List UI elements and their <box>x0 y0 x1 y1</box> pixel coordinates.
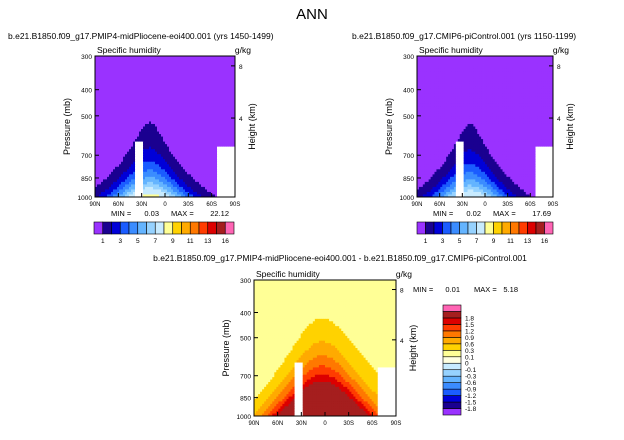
x-tick-label: 60S <box>206 202 217 208</box>
units-label: g/kg <box>235 45 251 55</box>
y-tick-label: 400 <box>81 88 92 95</box>
colorbar-label: 9 <box>171 238 175 245</box>
panel-title: b.e21.B1850.f09_g17.PMIP4-midPliocene-eo… <box>8 31 274 41</box>
x-tick-label: 90N <box>89 202 100 208</box>
max-label: MAX = <box>171 209 194 218</box>
colorbar-box <box>217 222 226 234</box>
colorbar-label: 13 <box>204 238 212 245</box>
panel-title: b.e21.B1850.f09_g17.CMIP6-piControl.001 … <box>352 31 576 41</box>
colorbar-box <box>138 222 147 234</box>
max-value: 22.12 <box>210 209 229 218</box>
height-axis-label: Height (km) <box>247 103 257 150</box>
colorbar-box <box>147 222 156 234</box>
colorbar-box <box>164 222 173 234</box>
x-tick-label: 60N <box>113 202 124 208</box>
colorbar-box <box>120 222 129 234</box>
colorbar-box <box>199 222 208 234</box>
y-tick-label: 1000 <box>78 195 93 202</box>
colorbar-label: 16 <box>222 238 230 245</box>
colorbar-box <box>155 222 164 234</box>
x-tick-label: 90S <box>230 202 241 208</box>
y-axis-label: Pressure (mb) <box>62 98 72 155</box>
x-tick-label: 0 <box>163 202 167 208</box>
min-label: MIN = <box>111 209 132 218</box>
colorbar-box <box>173 222 182 234</box>
x-tick-label: 30N <box>136 202 147 208</box>
panel-pliocene: b.e21.B1850.f09_g17.PMIP4-midPliocene-eo… <box>8 31 274 245</box>
colorbar-box <box>190 222 199 234</box>
height-tick-label: 4 <box>239 116 243 123</box>
colorbar-label: 1 <box>101 238 105 245</box>
heatmap-cells <box>417 56 553 197</box>
y-tick-label: 300 <box>81 54 92 61</box>
colorbar-box <box>103 222 112 234</box>
panel-picontrol: b.e21.B1850.f09_g17.CMIP6-piControl.001 … <box>352 31 576 245</box>
y-tick-label: 700 <box>81 153 92 160</box>
colorbar-box <box>182 222 191 234</box>
colorbar-label: 7 <box>153 238 157 245</box>
colorbar-box <box>129 222 138 234</box>
field-label: Specific humidity <box>97 45 162 55</box>
colorbar-box <box>225 222 234 234</box>
page-title: ANN <box>296 6 328 23</box>
colorbar-box <box>112 222 121 234</box>
height-tick-label: 8 <box>239 64 243 71</box>
y-tick-label: 500 <box>81 114 92 121</box>
colorbar-box <box>208 222 217 234</box>
x-tick-label: 30S <box>183 202 194 208</box>
heatmap-cells <box>95 56 235 197</box>
colorbar-label: 3 <box>118 238 122 245</box>
colorbar-box <box>94 222 103 234</box>
colorbar-label: 5 <box>136 238 140 245</box>
y-tick-label: 850 <box>81 176 92 183</box>
colorbar-label: 11 <box>187 238 194 245</box>
min-value: 0.03 <box>144 209 159 218</box>
